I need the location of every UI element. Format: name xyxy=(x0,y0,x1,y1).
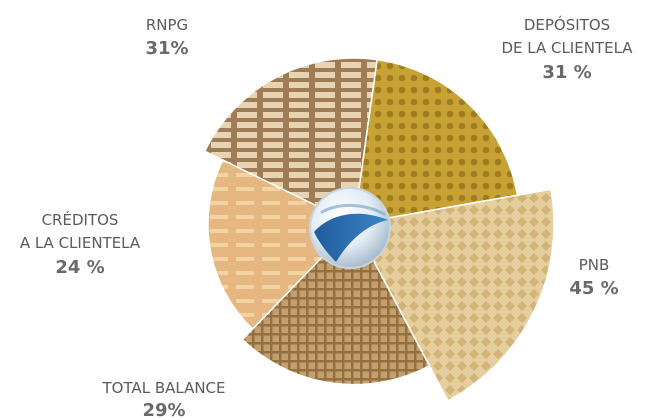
slice-label-creditos: CRÉDITOS A LA CLIENTELA 24 % xyxy=(20,210,141,278)
label-line: DE LA CLIENTELA xyxy=(501,39,633,57)
slice-label-total-balance: TOTAL BALANCE 29% xyxy=(101,379,225,420)
pie-slice xyxy=(241,222,431,386)
slice-label-pnb: PNB 45 % xyxy=(569,256,618,299)
slice-label-depositos: DEPÓSITOS DE LA CLIENTELA 31 % xyxy=(501,15,633,83)
label-line: DEPÓSITOS xyxy=(524,15,610,34)
value-label: 24 % xyxy=(55,257,104,278)
center-logo xyxy=(309,187,391,269)
label-line: RNPG xyxy=(146,16,188,34)
label-line: PNB xyxy=(579,256,610,274)
label-line: CRÉDITOS xyxy=(42,210,119,229)
slice-label-rnpg: RNPG 31% xyxy=(145,16,188,59)
value-label: 29% xyxy=(142,400,185,420)
value-label: 45 % xyxy=(569,278,618,299)
pie-slice xyxy=(207,158,356,331)
pie-slices xyxy=(203,57,555,402)
label-line: TOTAL BALANCE xyxy=(101,379,225,397)
value-label: 31 % xyxy=(542,62,591,83)
pie-slice xyxy=(353,58,519,225)
value-label: 31% xyxy=(145,38,188,59)
label-line: A LA CLIENTELA xyxy=(20,234,141,252)
pie-slice xyxy=(203,57,378,226)
pie-slice xyxy=(352,188,555,402)
